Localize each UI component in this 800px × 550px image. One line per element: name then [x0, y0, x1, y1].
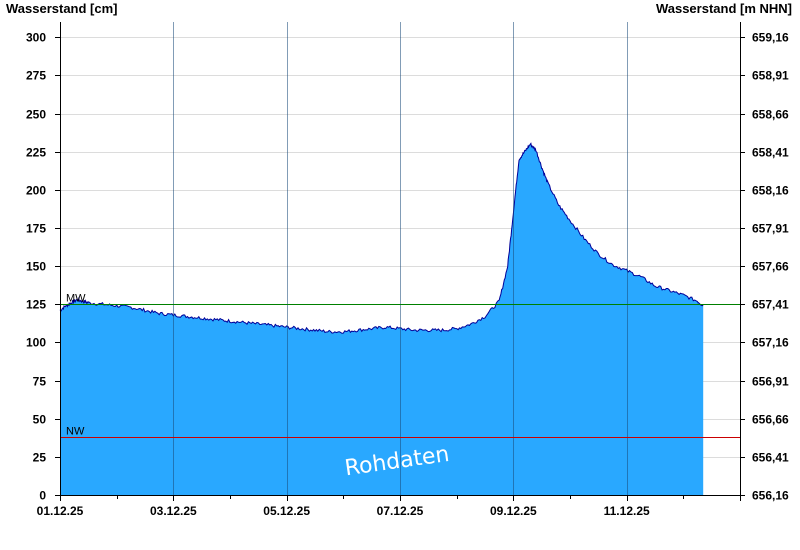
water-level-area: [60, 143, 704, 495]
right-tick-label: 657,41: [752, 298, 789, 312]
right-axis-title: Wasserstand [m NHN]: [656, 1, 792, 16]
x-tick-label: 05.12.25: [263, 504, 310, 518]
left-tick-label: 200: [26, 184, 46, 198]
right-tick-label: 658,16: [752, 184, 789, 198]
right-tick-label: 657,91: [752, 222, 789, 236]
right-tick-label: 658,41: [752, 146, 789, 160]
right-tick-label: 656,41: [752, 451, 789, 465]
x-axis-ticks: 01.12.25 03.12.25 05.12.25 07.12.25 09.12.25…: [37, 495, 741, 518]
right-tick-label: 659,16: [752, 31, 789, 45]
right-tick-label: 657,16: [752, 336, 789, 350]
right-tick-label: 657,66: [752, 260, 789, 274]
left-axis-ticks: 0 25 50 75 100 125 150 175 200 225 250 275 300: [26, 31, 60, 503]
left-tick-label: 75: [33, 375, 47, 389]
left-tick-label: 100: [26, 336, 46, 350]
water-level-series: [59, 142, 704, 495]
right-tick-label: 658,91: [752, 69, 789, 83]
ref-label-mw: MW: [66, 293, 86, 305]
vertical-grid-lines: [173, 22, 628, 495]
right-tick-label: 656,16: [752, 489, 789, 503]
reference-lines: MW NW: [60, 293, 740, 438]
x-tick-label: 03.12.25: [150, 504, 197, 518]
left-tick-label: 225: [26, 146, 46, 160]
right-axis-ticks: 656,16 656,41 656,66 656,91 657,16 657,41 657,…: [740, 31, 789, 503]
left-axis-title: Wasserstand [cm]: [6, 1, 118, 16]
left-tick-label: 300: [26, 31, 46, 45]
x-tick-label: 09.12.25: [490, 504, 537, 518]
left-tick-label: 0: [39, 489, 46, 503]
ref-label-nw: NW: [66, 426, 85, 438]
right-tick-label: 656,66: [752, 413, 789, 427]
left-tick-label: 25: [33, 451, 47, 465]
right-tick-label: 658,66: [752, 108, 789, 122]
left-tick-label: 175: [26, 222, 46, 236]
right-tick-label: 656,91: [752, 375, 789, 389]
left-tick-label: 275: [26, 69, 46, 83]
left-tick-label: 150: [26, 260, 46, 274]
left-tick-label: 125: [26, 298, 46, 312]
x-tick-label: 11.12.25: [604, 504, 650, 518]
left-tick-label: 50: [33, 413, 47, 427]
x-tick-label: 01.12.25: [37, 504, 84, 518]
x-tick-label: 07.12.25: [377, 504, 424, 518]
left-tick-label: 250: [26, 108, 46, 122]
